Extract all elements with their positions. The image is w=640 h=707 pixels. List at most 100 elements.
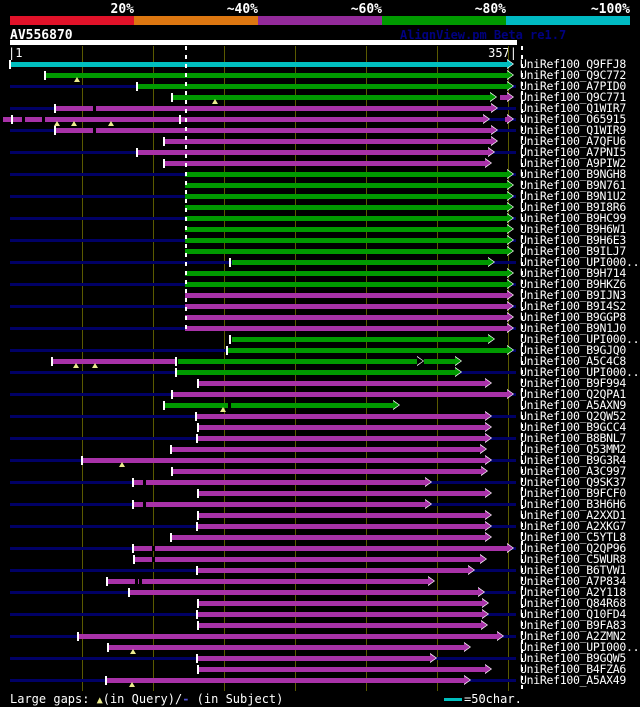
hsp-bar[interactable]	[108, 579, 428, 584]
hit-label[interactable]: UniRef100_A7PID0	[520, 79, 626, 93]
hit-label[interactable]: UniRef100_B3H6H6	[520, 497, 626, 511]
hsp-bar[interactable]	[185, 315, 507, 320]
hit-label[interactable]: UniRef100_B9FCF0	[520, 486, 626, 500]
hit-label[interactable]: UniRef100_Q10FD4	[520, 607, 626, 621]
hit-label[interactable]: UniRef100_B6TVW1	[520, 563, 626, 577]
hsp-bar[interactable]	[185, 271, 507, 276]
hit-label[interactable]: UniRef100_B9IJN3	[520, 288, 626, 302]
hit-label[interactable]: UniRef100_B9HKZ6	[520, 277, 626, 291]
hit-label[interactable]: UniRef100_Q1WIR7	[520, 101, 626, 115]
hsp-bar[interactable]	[79, 634, 497, 639]
hsp-bar[interactable]	[164, 403, 393, 408]
hit-label[interactable]: UniRef100_O65915	[520, 112, 626, 126]
hsp-bar[interactable]	[198, 381, 485, 386]
hsp-bar[interactable]	[130, 590, 478, 595]
hsp-bar[interactable]	[178, 359, 417, 364]
hsp-bar[interactable]	[107, 678, 464, 683]
hit-label[interactable]: UniRef100_Q2QW52	[520, 409, 626, 423]
hit-label[interactable]: UniRef100_A5AX49	[520, 673, 626, 687]
hit-label[interactable]: UniRef100_B9HC99	[520, 211, 626, 225]
hit-label[interactable]: UniRef100_UPI000..	[520, 255, 640, 269]
hit-label[interactable]: UniRef100_Q2QPA1	[520, 387, 626, 401]
hsp-bar[interactable]	[198, 425, 485, 430]
hsp-bar[interactable]	[134, 546, 507, 551]
hit-label[interactable]: UniRef100_Q9C772	[520, 68, 626, 82]
hsp-bar[interactable]	[424, 359, 455, 364]
hsp-bar[interactable]	[198, 568, 468, 573]
hit-label[interactable]: UniRef100_A7PNI5	[520, 145, 626, 159]
hsp-bar[interactable]	[198, 656, 430, 661]
hit-label[interactable]: UniRef100_B9GCC4	[520, 420, 626, 434]
hit-label[interactable]: UniRef100_A9PIW2	[520, 156, 626, 170]
hit-label[interactable]: UniRef100_B4FZA6	[520, 662, 626, 676]
hsp-bar[interactable]	[185, 172, 507, 177]
hsp-bar[interactable]	[198, 612, 482, 617]
hit-label[interactable]: UniRef100_B9H6W1	[520, 222, 626, 236]
hit-label[interactable]: UniRef100_B9ILJ7	[520, 244, 626, 258]
hit-label[interactable]: UniRef100_B9NGH8	[520, 167, 626, 181]
hit-label[interactable]: UniRef100_UPI000..	[520, 332, 640, 346]
hsp-bar[interactable]	[185, 238, 507, 243]
hsp-bar[interactable]	[500, 95, 507, 100]
hsp-bar[interactable]	[198, 491, 485, 496]
hit-label[interactable]: UniRef100_B9H714	[520, 266, 626, 280]
hsp-bar[interactable]	[232, 260, 488, 265]
hit-label[interactable]: UniRef100_Q9SK37	[520, 475, 626, 489]
hsp-bar[interactable]	[138, 84, 507, 89]
hit-label[interactable]: UniRef100_A5AXN9	[520, 398, 626, 412]
hit-label[interactable]: UniRef100_B9F994	[520, 376, 626, 390]
hit-label[interactable]: UniRef100_B9FA83	[520, 618, 626, 632]
hit-label[interactable]: UniRef100_A2XXD1	[520, 508, 626, 522]
hit-label[interactable]: UniRef100_UPI000..	[520, 365, 640, 379]
hit-label[interactable]: UniRef100_B9GGP8	[520, 310, 626, 324]
hsp-bar[interactable]	[138, 150, 488, 155]
hsp-bar[interactable]	[164, 139, 491, 144]
hsp-bar[interactable]	[185, 293, 507, 298]
hit-label[interactable]: UniRef100_Q1WIR9	[520, 123, 626, 137]
hit-label[interactable]: UniRef100_A2ZMN2	[520, 629, 626, 643]
hsp-bar[interactable]	[185, 304, 507, 309]
hsp-bar[interactable]	[185, 205, 507, 210]
hit-label[interactable]: UniRef100_A2XKG7	[520, 519, 626, 533]
hsp-bar[interactable]	[185, 194, 507, 199]
hsp-bar[interactable]	[228, 348, 507, 353]
hit-label[interactable]: UniRef100_A7P834	[520, 574, 626, 588]
hsp-bar[interactable]	[172, 447, 480, 452]
hsp-bar[interactable]	[232, 337, 488, 342]
hsp-bar[interactable]	[135, 557, 480, 562]
hsp-bar[interactable]	[177, 370, 455, 375]
hsp-bar[interactable]	[198, 524, 485, 529]
hsp-bar[interactable]	[134, 480, 425, 485]
hsp-bar[interactable]	[185, 326, 507, 331]
hit-label[interactable]: UniRef100_Q9FFJ8	[520, 57, 626, 71]
hsp-bar[interactable]	[45, 73, 507, 78]
hit-label[interactable]: UniRef100_B9I8R6	[520, 200, 626, 214]
hsp-bar[interactable]	[172, 535, 485, 540]
hit-label[interactable]: UniRef100_B8BNL7	[520, 431, 626, 445]
hsp-bar[interactable]	[10, 62, 507, 67]
hsp-bar[interactable]	[172, 392, 507, 397]
hsp-bar[interactable]	[83, 458, 485, 463]
hsp-bar[interactable]	[185, 249, 507, 254]
hsp-bar[interactable]	[164, 161, 485, 166]
hit-label[interactable]: UniRef100_A2Y118	[520, 585, 626, 599]
hsp-bar[interactable]	[185, 282, 507, 287]
hit-label[interactable]: UniRef100_A5C4C8	[520, 354, 626, 368]
hit-label[interactable]: UniRef100_B9N1U2	[520, 189, 626, 203]
hsp-bar[interactable]	[52, 359, 176, 364]
hsp-bar[interactable]	[185, 183, 507, 188]
hit-label[interactable]: UniRef100_A7QFU6	[520, 134, 626, 148]
hit-label[interactable]: UniRef100_UPI000..	[520, 640, 640, 654]
hsp-bar[interactable]	[172, 469, 481, 474]
hit-label[interactable]: UniRef100_Q84R68	[520, 596, 626, 610]
hsp-bar[interactable]	[134, 502, 425, 507]
hsp-bar[interactable]	[172, 95, 490, 100]
hsp-bar[interactable]	[198, 436, 485, 441]
hit-label[interactable]: UniRef100_Q9C771	[520, 90, 626, 104]
hit-label[interactable]: UniRef100_B9G3R4	[520, 453, 626, 467]
hsp-bar[interactable]	[109, 645, 464, 650]
hit-label[interactable]: UniRef100_B9N1J0	[520, 321, 626, 335]
hsp-bar[interactable]	[196, 414, 485, 419]
hit-label[interactable]: UniRef100_B9N761	[520, 178, 626, 192]
hit-label[interactable]: UniRef100_B9I4S2	[520, 299, 626, 313]
